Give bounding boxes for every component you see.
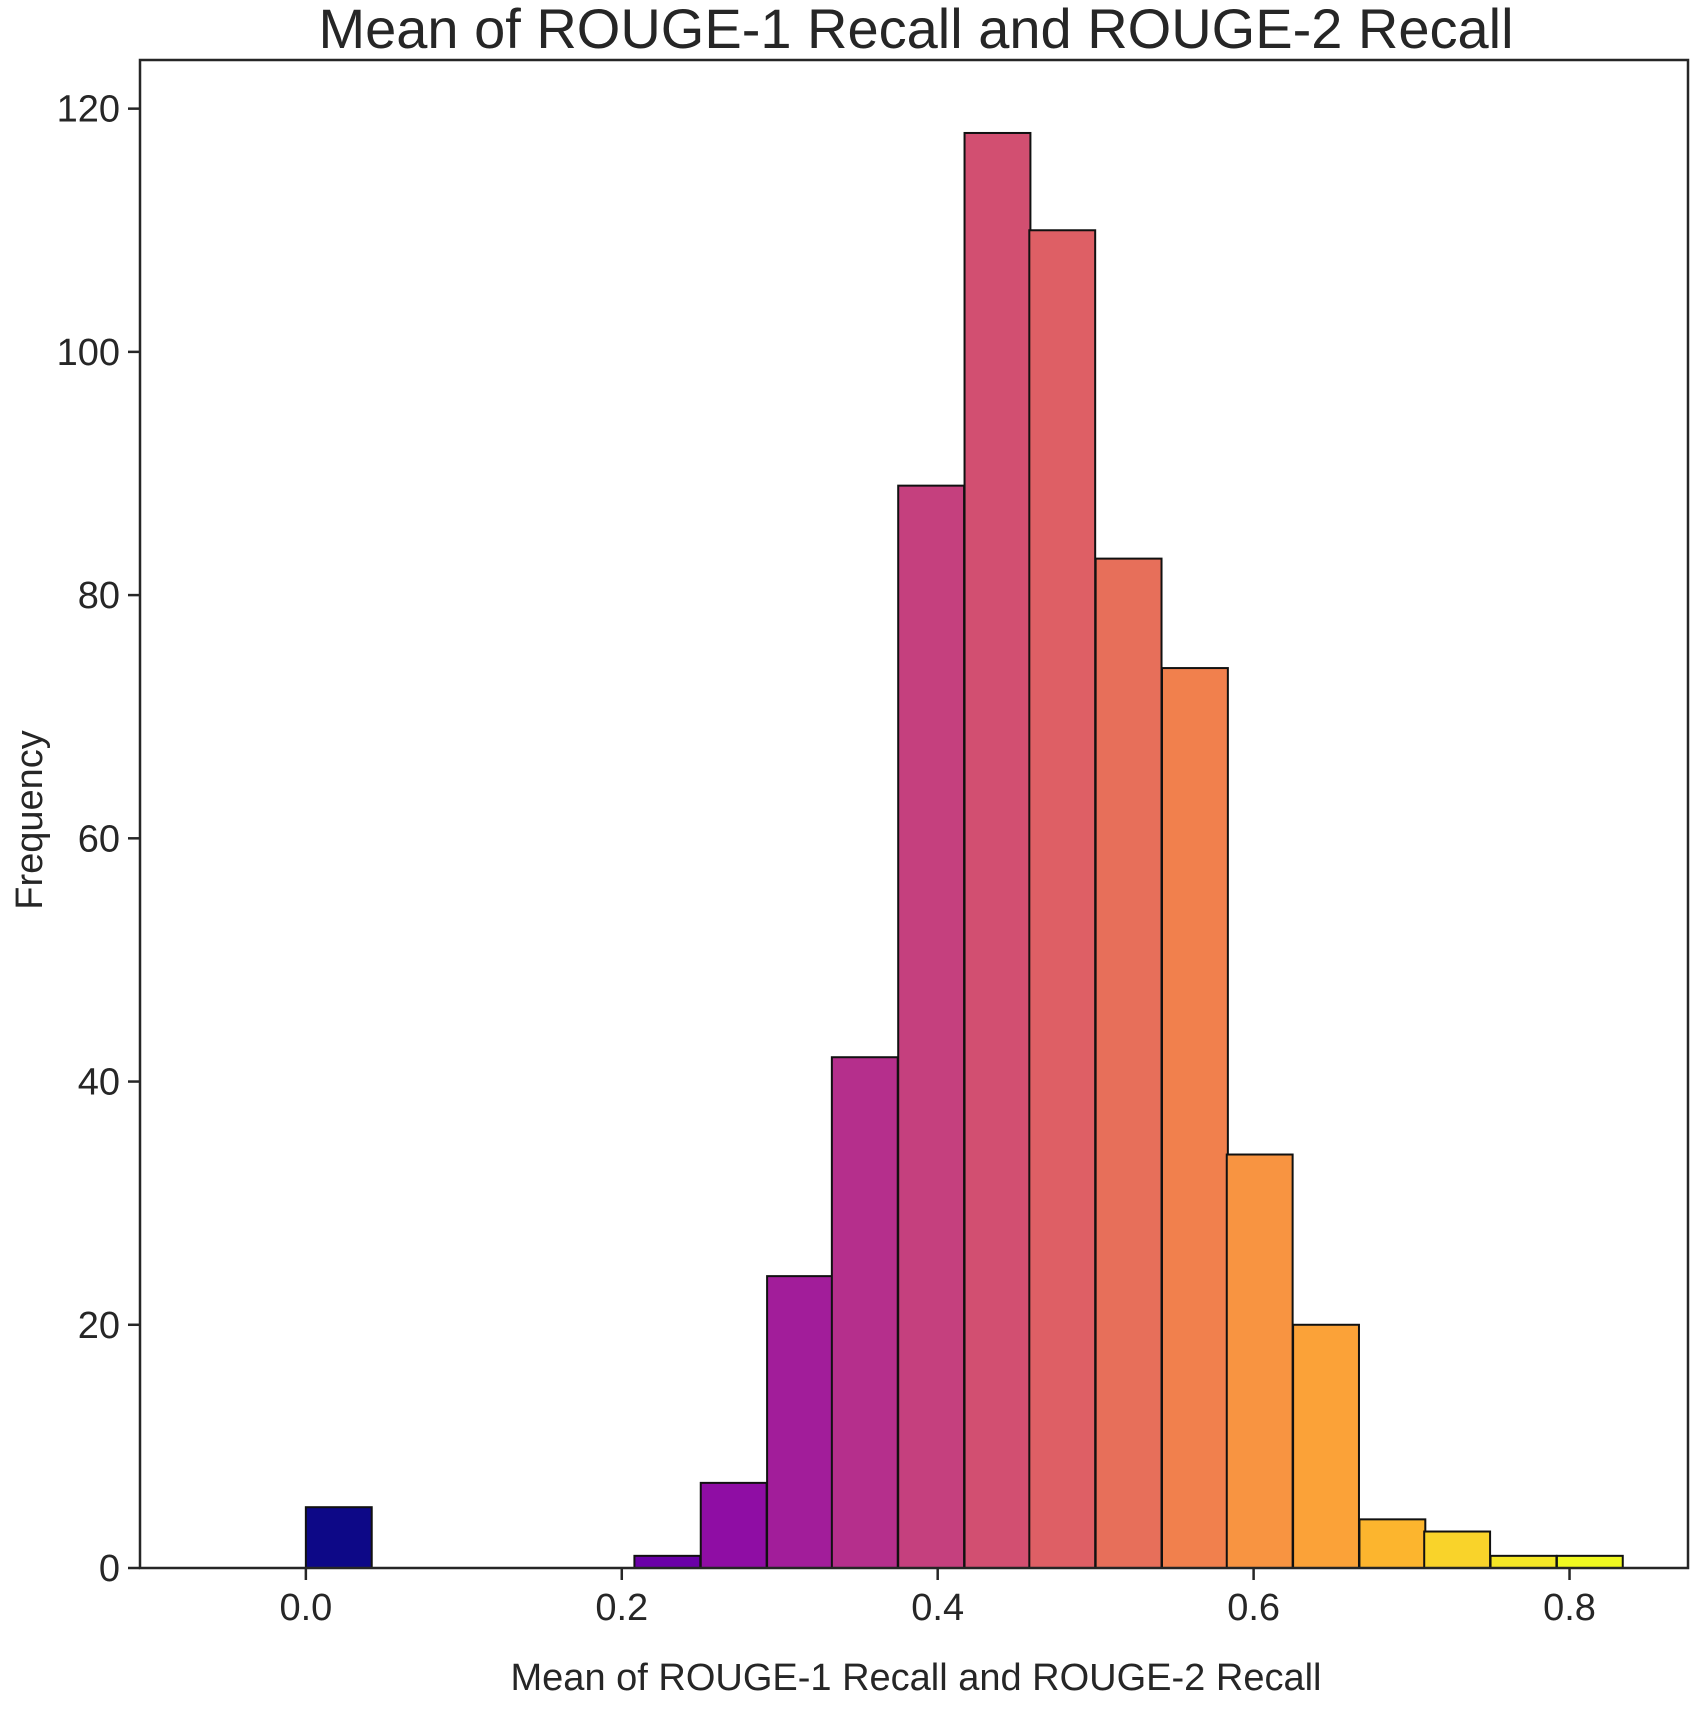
y-tick-label: 100 xyxy=(57,332,120,374)
histogram-bar xyxy=(1292,1323,1360,1569)
histogram-bar xyxy=(304,1506,373,1570)
x-axis-label: Mean of ROUGE-1 Recall and ROUGE-2 Recal… xyxy=(511,1657,1322,1699)
histogram-bar xyxy=(1094,557,1163,1569)
y-tick-label: 0 xyxy=(99,1548,120,1590)
histogram-bar xyxy=(1555,1554,1624,1570)
histogram-bar xyxy=(1028,229,1097,1570)
y-tick-label: 20 xyxy=(78,1305,120,1347)
bars-layer xyxy=(304,131,1624,1570)
histogram-bar xyxy=(963,131,1032,1569)
histogram-bar xyxy=(633,1554,702,1570)
histogram-bar xyxy=(1358,1518,1427,1570)
x-tick-label: 0.8 xyxy=(1543,1587,1596,1629)
y-tick-label: 40 xyxy=(78,1062,120,1104)
histogram-bar xyxy=(897,484,966,1570)
histogram-bar xyxy=(830,1056,899,1570)
y-axis-label: Frequency xyxy=(9,730,51,910)
histogram-bar xyxy=(1160,667,1229,1569)
axes-layer: 0.0 0.2 0.4 0.6 0.8 0 20 40 60 80 100 120 xyxy=(57,58,1690,1629)
x-tick-label: 0.2 xyxy=(595,1587,648,1629)
histogram-bar xyxy=(1423,1530,1492,1569)
y-tick-label: 80 xyxy=(78,575,120,617)
x-tick-label: 0.6 xyxy=(1227,1587,1280,1629)
x-tick-label: 0.4 xyxy=(911,1587,964,1629)
histogram-bar xyxy=(766,1275,834,1569)
chart-title: Mean of ROUGE-1 Recall and ROUGE-2 Recal… xyxy=(318,0,1513,60)
y-tick-label: 120 xyxy=(57,89,120,131)
y-tick-label: 60 xyxy=(78,818,120,860)
histogram-bar xyxy=(1225,1153,1294,1569)
histogram-bar xyxy=(699,1481,768,1570)
plot-frame xyxy=(138,58,1690,1570)
x-tick-label: 0.0 xyxy=(279,1587,332,1629)
histogram-bar xyxy=(1489,1554,1558,1570)
